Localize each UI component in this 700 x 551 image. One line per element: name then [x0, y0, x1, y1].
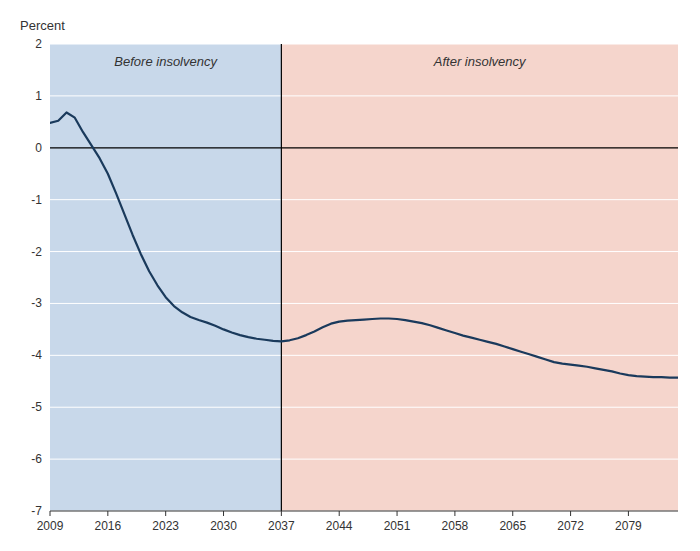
region [281, 44, 678, 511]
region-boundary [281, 44, 282, 511]
x-tick [223, 511, 224, 516]
region [50, 44, 281, 511]
x-tick-label: 2058 [442, 519, 469, 533]
x-tick-label: 2016 [94, 519, 121, 533]
x-tick [281, 511, 282, 516]
y-tick-label: -6 [31, 452, 42, 466]
x-tick-label: 2030 [210, 519, 237, 533]
y-tick-label: 2 [35, 37, 42, 51]
x-tick [397, 511, 398, 516]
x-tick [339, 511, 340, 516]
x-tick [50, 511, 51, 516]
y-tick-label: 1 [35, 89, 42, 103]
x-tick [628, 511, 629, 516]
x-tick-label: 2072 [557, 519, 584, 533]
x-tick [454, 511, 455, 516]
grid-line [50, 303, 678, 304]
y-tick-label: -1 [31, 193, 42, 207]
grid-line [50, 459, 678, 460]
grid-line [50, 511, 678, 512]
y-tick-label: -2 [31, 245, 42, 259]
x-tick-label: 2051 [384, 519, 411, 533]
x-tick-label: 2023 [152, 519, 179, 533]
y-tick-label: -4 [31, 348, 42, 362]
y-tick-label: 0 [35, 141, 42, 155]
grid-line [50, 251, 678, 252]
data-line [50, 112, 678, 377]
y-tick-label: -3 [31, 296, 42, 310]
region-label: Before insolvency [114, 54, 218, 69]
x-tick [107, 511, 108, 516]
y-axis-label: Percent [20, 18, 65, 33]
x-tick-label: 2079 [615, 519, 642, 533]
plot-area [50, 44, 678, 511]
x-tick-label: 2065 [499, 519, 526, 533]
zero-line [50, 147, 678, 148]
grid-line [50, 199, 678, 200]
region-label: After insolvency [433, 54, 527, 69]
chart: Before insolvencyAfter insolvency2009201… [0, 0, 700, 551]
x-tick [512, 511, 513, 516]
x-axis-line [50, 511, 678, 512]
x-tick [570, 511, 571, 516]
x-tick-label: 2044 [326, 519, 353, 533]
x-tick [165, 511, 166, 516]
y-tick-label: -7 [31, 504, 42, 518]
x-tick-label: 2037 [268, 519, 295, 533]
grid-line [50, 95, 678, 96]
grid-line [50, 44, 678, 45]
y-tick-label: -5 [31, 400, 42, 414]
grid-line [50, 407, 678, 408]
grid-line [50, 355, 678, 356]
x-tick-label: 2009 [37, 519, 64, 533]
